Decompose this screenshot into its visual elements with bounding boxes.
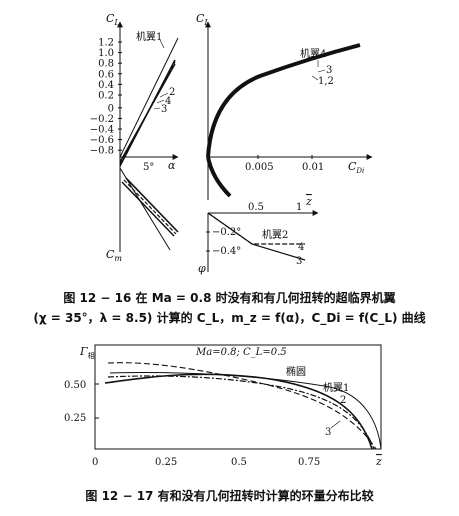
left-y-ticklabel: 0.2 — [98, 91, 114, 102]
label-4: 4 — [165, 96, 171, 107]
curve-wing1-cm — [119, 167, 171, 251]
left-y-ticklabel: 0.6 — [98, 69, 114, 80]
plot-frame — [94, 344, 382, 450]
right-x-ticklabel-1: 0.005 — [245, 162, 274, 173]
twist-x-ticklabel-1: 0.5 — [248, 202, 264, 213]
label-twist-wing2: 机翼2 — [262, 228, 288, 241]
circ-x-ticklabel-025: 0.25 — [155, 457, 177, 468]
circulation-chart: Γ相 0.50 0.25 0 0.25 0.5 0.75 z Ma=0.8; C… — [64, 344, 382, 468]
right-chart: CL 0.005 0.01 CDi 机翼4 3 1,2 — [196, 12, 373, 200]
left-y-label: CL — [106, 12, 120, 27]
curve-wing1-cl — [119, 37, 179, 158]
leader-3-polar — [317, 69, 326, 73]
left-y-ticklabel: −0.4 — [90, 125, 114, 136]
leader-4 — [156, 99, 165, 104]
right-y-label: CL — [196, 12, 210, 27]
curve-wing3-cm — [125, 177, 179, 233]
label-circ-3: 3 — [325, 427, 331, 438]
label-circ-wing1: 机翼1 — [323, 381, 349, 394]
label-wing1: 机翼1 — [136, 30, 162, 43]
left-y-ticklabel: 1.2 — [98, 38, 114, 49]
leader-3 — [153, 107, 161, 110]
left-y2-label: Cm — [106, 248, 122, 263]
leader-wing1 — [159, 39, 165, 49]
label-wing4-polar: 机翼4 — [300, 47, 326, 60]
left-y-ticklabel: −0.8 — [90, 146, 114, 157]
curve-circ-wing1 — [104, 373, 373, 450]
circ-y-ticklabel-050: 0.50 — [64, 380, 86, 391]
label-circ-2: 2 — [340, 395, 346, 406]
left-y-ticklabel: 0.4 — [98, 80, 114, 91]
figure-12-17: Γ相 0.50 0.25 0 0.25 0.5 0.75 z Ma=0.8; C… — [64, 344, 382, 468]
curve-wing4-cm — [123, 179, 177, 235]
curve-polar-lower — [206, 156, 232, 198]
leader-circ-3 — [330, 420, 341, 429]
left-y-ticklabel: 0 — [108, 103, 114, 114]
circ-annotation: Ma=0.8; C_L=0.5 — [195, 347, 287, 358]
circ-y-ticklabel-025: 0.25 — [64, 413, 86, 424]
left-y-ticks: 1.21.00.80.60.40.20−0.2−0.4−0.6−0.8 — [90, 38, 122, 157]
label-2: 2 — [169, 87, 175, 98]
label-12-polar: 1,2 — [318, 76, 334, 87]
label-3: 3 — [161, 104, 167, 115]
left-x-label: α — [168, 159, 176, 172]
curve-wing2-cm — [121, 181, 175, 237]
twist-chart: 0.5 1 z −0.2° −0.4° φ 机翼2 4 3 — [198, 195, 319, 275]
twist-y-ticklabel-1: −0.2° — [212, 227, 241, 238]
caption-fig-12-17: 图 12 − 17 有和没有几何扭转时计算的环量分布比较 — [85, 489, 374, 503]
curve-circ-3 — [107, 362, 377, 450]
label-3-polar: 3 — [326, 65, 332, 76]
curve-wing3-cl — [119, 59, 176, 167]
curve-polar-upper — [206, 43, 361, 158]
left-x-tick: 5° — [143, 162, 154, 173]
leader-12-polar — [311, 75, 319, 81]
curve-twist-3 — [207, 212, 306, 261]
label-circ-ellipse: 椭圆 — [286, 365, 306, 378]
twist-x-label: z — [305, 195, 312, 208]
curve-circ-2 — [107, 375, 375, 450]
right-x-label: CDi — [348, 160, 364, 175]
label-twist-4: 4 — [298, 242, 304, 253]
caption-fig-12-16-line1: 图 12 − 16 在 Ma = 0.8 时没有和有几何扭转的超临界机翼 — [63, 291, 396, 305]
left-y-ticklabel: −0.2 — [90, 114, 114, 125]
circ-x-label: z — [375, 455, 382, 468]
left-y-ticklabel: 1.0 — [98, 48, 114, 59]
curve-ellipse — [109, 372, 382, 450]
circ-x-ticklabel-0: 0 — [92, 457, 98, 468]
caption-fig-12-16-line2: (χ = 35°，λ = 8.5) 计算的 C_L，m_z = f(α)，C_D… — [33, 311, 426, 325]
figure-12-16: CL Cm 5° α 1.21.00.80.60.40.20−0.2−0.4−0… — [90, 12, 373, 275]
left-y-ticklabel: −0.6 — [90, 135, 114, 146]
twist-x-ticklabel-2: 1 — [296, 202, 302, 213]
circ-x-ticklabel-075: 0.75 — [298, 457, 320, 468]
label-twist-3: 3 — [296, 256, 302, 267]
twist-y-ticklabel-2: −0.4° — [212, 246, 241, 257]
left-y-ticklabel: 0.8 — [98, 59, 114, 70]
circ-x-ticklabel-05: 0.5 — [231, 457, 247, 468]
circ-y-label: Γ相 — [79, 345, 95, 360]
right-x-ticklabel-2: 0.01 — [302, 162, 324, 173]
left-chart: CL Cm 5° α 1.21.00.80.60.40.20−0.2−0.4−0… — [90, 12, 179, 263]
leader-2 — [159, 92, 169, 98]
twist-y-label: φ — [198, 262, 206, 275]
